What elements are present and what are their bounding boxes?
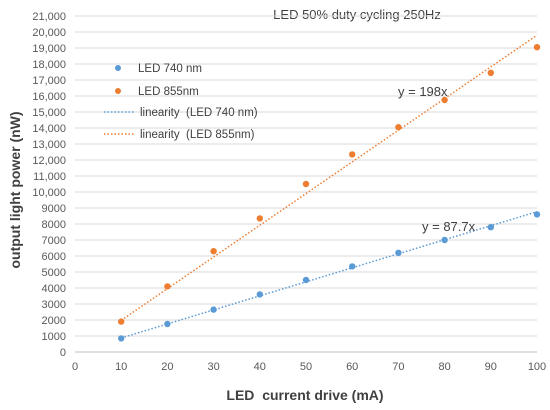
y-tick-label: 5000 — [42, 267, 66, 279]
data-point-855nm — [533, 44, 541, 51]
y-tick-label: 7000 — [42, 235, 66, 247]
legend-marker-740nm — [115, 65, 121, 71]
y-tick-label: 9000 — [42, 203, 66, 215]
data-point-855nm — [487, 69, 494, 77]
y-tick-label: 2000 — [42, 315, 66, 327]
gridlines — [75, 15, 537, 337]
y-tick-label: 13,000 — [32, 139, 66, 151]
y-axis-ticks: 0 1000 2000 3000 4000 5000 6000 7000 8000 9000 10,… — [32, 11, 66, 359]
x-axis-title: LED current drive (mA) — [226, 387, 383, 403]
legend-marker-855nm — [115, 88, 121, 94]
data-point-855nm — [118, 318, 125, 325]
y-tick-label: 4000 — [42, 283, 66, 295]
data-point-855nm — [210, 248, 217, 255]
y-tick-label: 10,000 — [32, 187, 66, 199]
y-tick-label: 18,000 — [32, 59, 66, 71]
trendline-740nm — [120, 210, 538, 339]
data-point-740nm — [395, 249, 402, 256]
x-tick-label: 0 — [72, 361, 78, 373]
data-point-855nm — [395, 124, 402, 131]
x-tick-label: 10 — [115, 361, 127, 373]
data-point-740nm — [349, 263, 356, 270]
data-point-740nm — [256, 291, 263, 298]
legend-label-855nm: LED 855nm — [138, 86, 199, 98]
y-tick-label: 20,000 — [32, 27, 66, 39]
data-point-855nm — [302, 180, 310, 188]
data-point-740nm — [487, 224, 494, 231]
y-tick-label: 12,000 — [32, 155, 66, 167]
data-point-855nm — [349, 151, 356, 158]
y-tick-label: 15,000 — [32, 107, 66, 119]
data-point-855nm — [256, 215, 263, 222]
x-tick-label: 100 — [528, 361, 546, 373]
y-tick-label: 8000 — [42, 219, 66, 231]
y-tick-label: 17,000 — [32, 75, 66, 87]
x-tick-label: 30 — [207, 361, 219, 373]
data-point-740nm — [164, 320, 171, 328]
data-points — [118, 44, 541, 342]
x-tick-label: 70 — [392, 361, 404, 373]
data-point-740nm — [210, 306, 217, 313]
chart-title: LED 50% duty cycling 250Hz — [273, 7, 441, 22]
data-point-855nm — [441, 96, 448, 104]
y-tick-label: 6000 — [42, 251, 66, 263]
trendline-equations: y = 198x y = 87.7x — [398, 84, 476, 234]
legend-label-740nm: LED 740 nm — [138, 63, 202, 75]
data-point-740nm — [441, 236, 448, 244]
y-tick-label: 1000 — [42, 331, 66, 343]
x-tick-label: 40 — [254, 361, 266, 373]
legend-label-trend-740nm: linearity (LED 740 nm) — [140, 107, 258, 119]
x-axis-ticks: 0 10 20 30 40 50 60 70 80 90 100 — [72, 361, 546, 373]
trendline-855nm — [120, 34, 538, 321]
trendlines — [120, 34, 538, 339]
y-tick-label: 19,000 — [32, 43, 66, 55]
data-point-740nm — [302, 276, 310, 284]
data-point-855nm — [164, 283, 171, 290]
y-tick-label: 21,000 — [32, 11, 66, 23]
y-tick-label: 16,000 — [32, 91, 66, 103]
x-tick-label: 60 — [346, 361, 358, 373]
x-tick-label: 20 — [161, 361, 173, 373]
data-point-740nm — [118, 335, 125, 342]
legend: LED 740 nm LED 855nm linearity (LED 740 … — [104, 63, 258, 141]
x-tick-label: 80 — [438, 361, 450, 373]
equation-label-740nm: y = 87.7x — [422, 219, 476, 234]
y-tick-label: 14,000 — [32, 123, 66, 135]
legend-label-trend-855nm: linearity (LED 855nm) — [140, 129, 255, 141]
x-tick-label: 50 — [300, 361, 312, 373]
y-tick-label: 3000 — [42, 299, 66, 311]
data-point-740nm — [533, 211, 541, 218]
y-axis-title: output light power (nW) — [7, 111, 23, 268]
equation-label-855nm: y = 198x — [398, 84, 448, 99]
x-tick-label: 90 — [485, 361, 497, 373]
y-tick-label: 11,000 — [33, 171, 66, 183]
y-tick-label: 0 — [60, 347, 66, 359]
